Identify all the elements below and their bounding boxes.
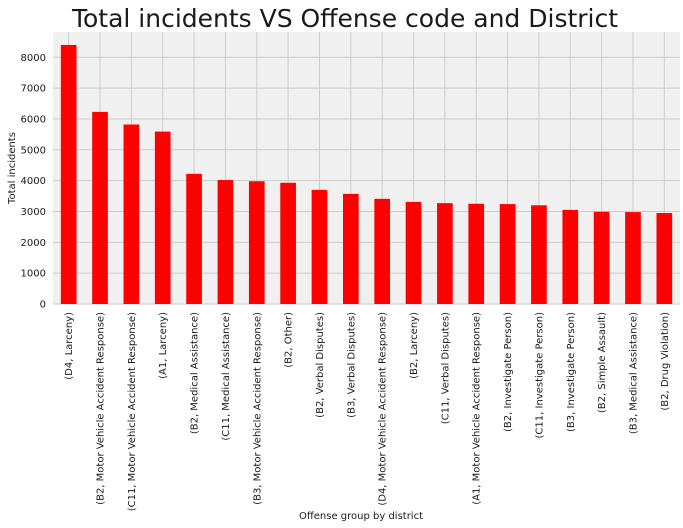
bar [625, 212, 641, 304]
bar [92, 111, 108, 304]
bar [248, 181, 265, 304]
x-tick-label: (B2, Drug Violation) [660, 312, 671, 411]
x-tick-label: (B2, Investigate Person) [503, 312, 514, 432]
bar [342, 193, 359, 304]
y-axis-label: Total incidents [7, 132, 18, 205]
y-tick-label: 2000 [21, 238, 46, 249]
x-tick-label: (B2, Medical Assistance) [190, 312, 201, 434]
x-axis-label: Offense group by district [299, 511, 423, 522]
x-tick-label: (B3, Verbal Disputes) [346, 312, 357, 418]
bar [154, 131, 171, 304]
chart-title: Total incidents VS Offense code and Dist… [71, 4, 618, 33]
x-tick-label: (A1, Larceny) [158, 312, 169, 379]
x-tick-label: (B2, Larceny) [409, 312, 420, 379]
bar [280, 182, 296, 304]
x-tick-label: (C11, Medical Assistance) [221, 312, 232, 441]
y-tick-label: 0 [40, 300, 46, 311]
x-tick-label: (B3, Motor Vehicle Accident Response) [252, 312, 263, 505]
x-tick-labels: (D4, Larceny) (B2, Motor Vehicle Accident… [64, 312, 671, 511]
x-tick-label: (C11, Investigate Person) [534, 312, 545, 439]
bar [593, 211, 610, 304]
bar [405, 201, 422, 304]
y-tick-label: 1000 [21, 269, 46, 280]
bar [123, 124, 140, 305]
y-tick-label: 4000 [21, 176, 46, 187]
y-tick-label: 6000 [21, 114, 46, 125]
x-tick-label: (C11, Motor Vehicle Accident Response) [127, 312, 138, 511]
bar [531, 205, 547, 304]
bar [562, 209, 579, 304]
bar [374, 198, 391, 304]
x-tick-label: (B2, Other) [284, 312, 295, 368]
bar [656, 213, 673, 304]
x-tick-label: (A1, Motor Vehicle Accident Response) [472, 312, 483, 505]
bar [60, 44, 77, 304]
x-tick-label: (D4, Motor Vehicle Accident Response) [378, 312, 389, 506]
x-tick-label: (B3, Medical Assistance) [628, 312, 639, 434]
bar [311, 189, 328, 304]
y-tick-label: 8000 [21, 53, 46, 64]
bars [60, 44, 673, 305]
x-tick-label: (C11, Verbal Disputes) [440, 312, 451, 424]
y-tick-label: 3000 [21, 207, 46, 218]
bar [217, 180, 234, 304]
y-tick-label: 5000 [21, 145, 46, 156]
y-tick-label: 7000 [21, 84, 46, 95]
bar [468, 203, 485, 304]
x-tick-label: (D4, Larceny) [64, 312, 75, 380]
x-tick-label: (B2, Simple Assault) [597, 312, 608, 413]
x-tick-label: (B3, Investigate Person) [566, 312, 577, 432]
bar [499, 204, 516, 304]
plot-background [53, 32, 680, 304]
bar [437, 203, 453, 304]
y-tick-labels: 0 1000 2000 3000 4000 5000 6000 7000 8000 [21, 53, 46, 311]
bar [186, 173, 202, 304]
x-tick-label: (B2, Verbal Disputes) [315, 312, 326, 418]
x-tick-label: (B2, Motor Vehicle Accident Response) [96, 312, 107, 505]
